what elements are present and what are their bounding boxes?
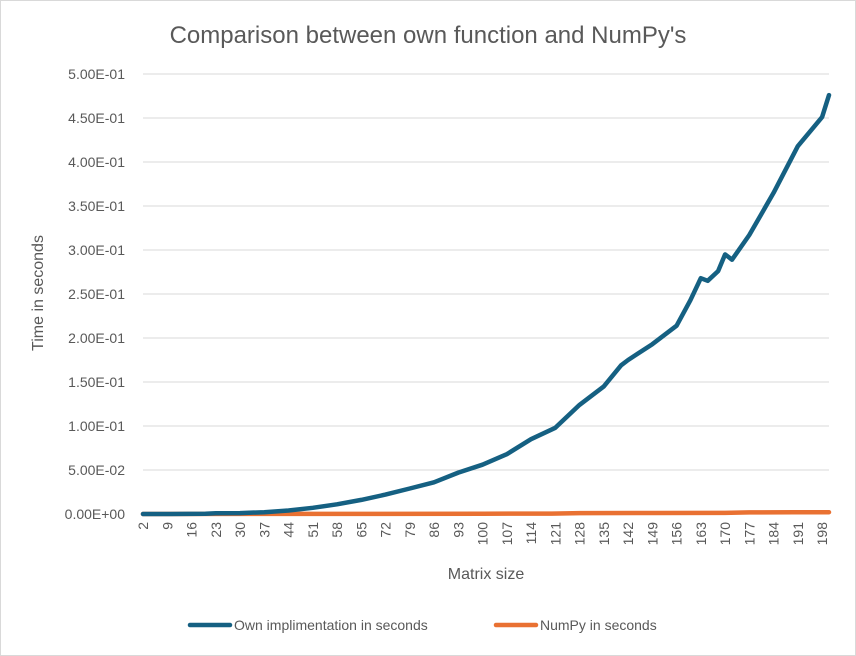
y-tick-label: 3.00E-01 [68, 242, 125, 258]
y-tick-label: 1.00E-01 [68, 418, 125, 434]
x-axis-label: Matrix size [448, 566, 525, 583]
x-tick-label: 86 [426, 522, 442, 538]
x-tick-label: 79 [402, 522, 418, 538]
series-line [140, 92, 832, 517]
series-lines [140, 92, 832, 517]
y-tick-label: 3.50E-01 [68, 198, 125, 214]
gridlines [143, 73, 829, 471]
x-tick-label: 44 [281, 522, 297, 538]
x-tick-label: 72 [378, 522, 394, 538]
x-tick-label: 100 [475, 522, 491, 546]
x-tick-label: 37 [256, 522, 272, 538]
x-tick-label: 23 [208, 522, 224, 538]
x-tick-label: 156 [669, 522, 685, 546]
x-tick-label: 16 [184, 522, 200, 538]
x-tick-label: 121 [547, 522, 563, 546]
legend-label: Own implimentation in seconds [234, 617, 428, 633]
series-line [140, 509, 832, 517]
y-tick-label: 1.50E-01 [68, 374, 125, 390]
legend-label: NumPy in seconds [540, 617, 657, 633]
x-tick-label: 9 [159, 522, 175, 530]
x-tick-label: 177 [741, 522, 757, 546]
x-tick-label: 163 [693, 522, 709, 546]
x-tick-label: 58 [329, 522, 345, 538]
y-tick-label: 0.00E+00 [65, 506, 126, 522]
x-tick-label: 135 [596, 522, 612, 546]
y-axis-ticks: 0.00E+00 5.00E-02 1.00E-01 1.50E-01 2.00E-01… [65, 66, 126, 522]
y-tick-label: 4.00E-01 [68, 154, 125, 170]
x-tick-label: 128 [572, 522, 588, 546]
x-tick-label: 149 [644, 522, 660, 546]
x-tick-label: 2 [135, 522, 151, 530]
x-tick-label: 93 [450, 522, 466, 538]
x-tick-label: 198 [814, 522, 830, 546]
y-tick-label: 2.00E-01 [68, 330, 125, 346]
x-axis-ticks: 2 9 16 23 30 37 44 51 58 65 72 79 86 93 100 107 114 121 12… [135, 522, 830, 546]
y-axis-label: Time in seconds [30, 235, 47, 351]
x-tick-label: 142 [620, 522, 636, 546]
x-tick-label: 51 [305, 522, 321, 538]
x-tick-label: 107 [499, 522, 515, 546]
chart-title: Comparison between own function and NumP… [170, 22, 687, 49]
x-tick-label: 170 [717, 522, 733, 546]
x-tick-label: 184 [766, 522, 782, 546]
x-tick-label: 30 [232, 522, 248, 538]
y-tick-label: 4.50E-01 [68, 110, 125, 126]
y-tick-label: 2.50E-01 [68, 286, 125, 302]
x-tick-label: 114 [523, 522, 539, 545]
y-tick-label: 5.00E-02 [68, 462, 125, 478]
x-tick-label: 65 [353, 522, 369, 538]
x-tick-label: 191 [790, 522, 806, 546]
y-tick-label: 5.00E-01 [68, 66, 125, 82]
legend: Own implimentation in seconds NumPy in se… [187, 617, 657, 633]
